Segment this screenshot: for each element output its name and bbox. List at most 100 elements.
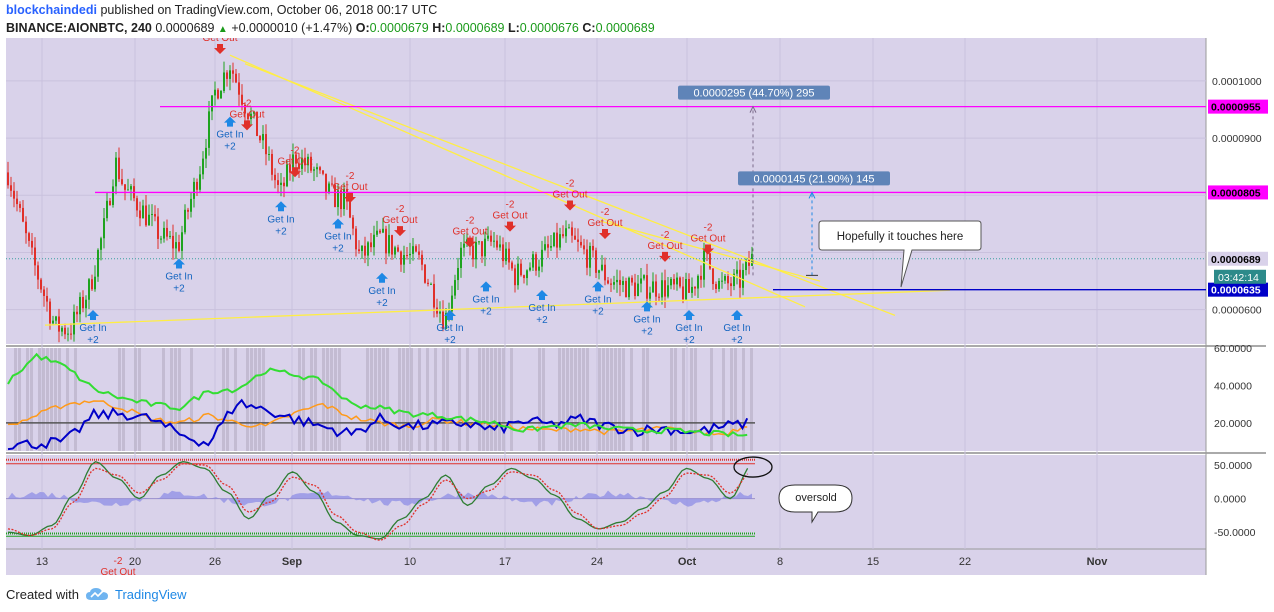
candle-body [388, 235, 390, 254]
candle-body [631, 277, 633, 283]
candle-body [238, 82, 240, 95]
candle-body [616, 279, 618, 283]
candle-body [298, 163, 300, 169]
callout-text: Hopefully it touches here [837, 231, 964, 243]
shade-bar [466, 348, 469, 451]
candle-body [700, 275, 702, 280]
candle-body [490, 235, 492, 242]
candle-body [301, 157, 303, 169]
candle-body [703, 250, 705, 280]
candle-body [214, 89, 216, 96]
buy-text: Get In [723, 323, 750, 334]
candle-body [295, 154, 297, 164]
published-text: published on TradingView.com, October 06… [100, 3, 438, 17]
sell-text: Get Out [492, 211, 527, 222]
candle-body [592, 245, 594, 251]
candle-body [325, 173, 327, 192]
shade-bar [298, 348, 301, 451]
candle-body [481, 241, 483, 257]
username[interactable]: blockchaindedi [6, 3, 97, 17]
shade-bar [574, 348, 577, 451]
candle-body [541, 249, 543, 267]
buy-arrow-icon [731, 310, 743, 320]
chart-canvas[interactable]: 0.0000295 (44.70%) 295 0.0000145 (21.90%)… [0, 38, 1274, 578]
shade-bar [226, 348, 229, 451]
candle-body [163, 227, 165, 239]
candle-body [745, 259, 747, 271]
buy-count: +2 [536, 315, 548, 326]
candle-body [652, 281, 654, 293]
shade-bar [602, 348, 605, 451]
candle-body [244, 104, 246, 114]
tradingview-brand[interactable]: TradingView [114, 586, 187, 602]
candle-body [199, 174, 201, 190]
candle-body [229, 70, 231, 79]
candle-body [124, 184, 126, 190]
sell-count: -2 [243, 98, 252, 109]
buy-count: +2 [731, 335, 743, 346]
candle-body [361, 245, 363, 252]
shade-bar [386, 348, 389, 451]
indicator2-tick-label: 50.0000 [1214, 460, 1252, 472]
candle-body [427, 282, 429, 285]
candle-body [358, 249, 360, 252]
candle-body [232, 70, 234, 74]
candle-body [535, 254, 537, 271]
shade-bar [742, 348, 745, 451]
candle-body [55, 316, 57, 321]
sell-text: Get Out [552, 189, 587, 200]
sell-arrow-icon [289, 167, 301, 178]
candle-body [307, 156, 309, 166]
shade-bar [370, 348, 373, 451]
sell-arrow-icon [564, 200, 576, 211]
shade-bar [598, 348, 601, 451]
candle-body [151, 214, 153, 216]
last-price: 0.0000689 [155, 21, 215, 35]
publish-line: blockchaindedi published on TradingView.… [6, 3, 437, 17]
indicator2-series [7, 463, 749, 541]
buy-arrow-icon [224, 116, 236, 127]
measure-label: 0.0000145 (21.90%) 145 [753, 173, 874, 185]
time-tick-label: 24 [591, 556, 603, 568]
buy-arrow-icon [444, 310, 456, 320]
sell-arrow-icon [344, 193, 356, 204]
highlight-ellipse [733, 456, 773, 478]
candle-body [514, 268, 516, 286]
candle-body [166, 227, 168, 237]
candle-body [205, 147, 207, 159]
candle-body [67, 333, 69, 335]
candle-body [736, 269, 738, 274]
footer: Created with TradingView [6, 586, 187, 602]
candle-body [343, 188, 345, 210]
candle-body [352, 217, 354, 229]
shade-bar [378, 348, 381, 451]
measure-arrow-icon [808, 191, 816, 199]
candle-body [559, 234, 561, 248]
shade-bar [646, 348, 649, 451]
open-value: 0.0000679 [369, 21, 429, 35]
candle-body [208, 111, 210, 148]
candle-body [478, 241, 480, 243]
time-tick-label: Oct [678, 556, 697, 568]
candle-body [49, 301, 51, 324]
candle-body [145, 205, 147, 226]
high-label: H: [432, 21, 446, 35]
shade-bar [614, 348, 617, 451]
candle-body [475, 242, 477, 260]
candle-body [109, 200, 111, 206]
shade-bar [434, 348, 437, 451]
sell-count: -2 [346, 171, 355, 182]
shade-bar [418, 348, 421, 451]
measure-label-box [678, 85, 830, 100]
candle-body [508, 248, 510, 263]
candle-body [538, 266, 540, 271]
candle-body [364, 245, 366, 256]
candle-body [271, 153, 273, 175]
callout-shape [778, 484, 853, 524]
candle-body [112, 186, 114, 206]
histogram-area [8, 490, 752, 507]
created-with-text: Created with [6, 586, 79, 602]
candle-body [586, 249, 588, 268]
candle-body [685, 278, 687, 300]
